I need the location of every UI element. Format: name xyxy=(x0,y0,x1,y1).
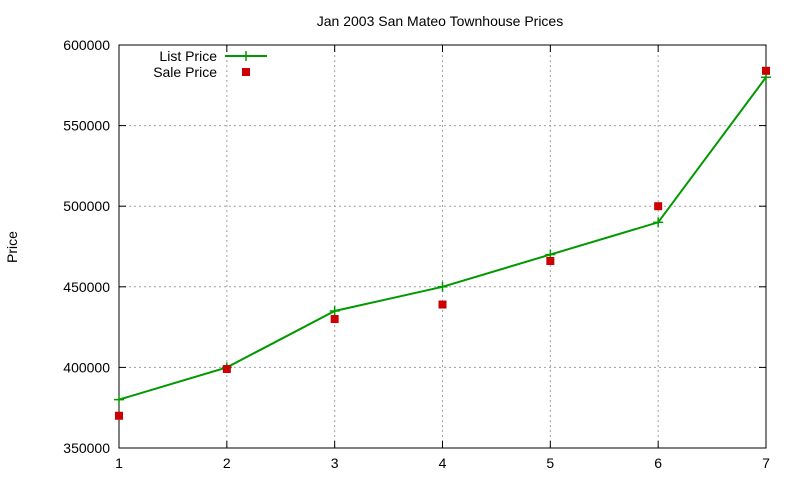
y-tick-label: 350000 xyxy=(63,440,110,456)
data-point xyxy=(330,315,339,324)
legend-label: List Price xyxy=(159,48,217,64)
data-point xyxy=(437,281,448,292)
x-tick-label: 2 xyxy=(223,455,231,471)
y-tick-label: 400000 xyxy=(63,359,110,375)
series-0 xyxy=(114,72,771,405)
x-tick-label: 7 xyxy=(762,455,770,471)
x-tick-label: 6 xyxy=(654,455,662,471)
data-point xyxy=(654,202,663,211)
y-tick-label: 600000 xyxy=(63,37,110,53)
x-tick-label: 4 xyxy=(439,455,447,471)
data-point xyxy=(546,257,555,266)
data-point xyxy=(114,394,124,405)
y-axis-label: Price xyxy=(4,231,20,263)
data-point xyxy=(762,66,770,75)
grid-lines xyxy=(119,45,766,448)
x-tick-label: 3 xyxy=(331,455,339,471)
series-layer xyxy=(114,66,771,420)
data-point xyxy=(222,365,231,374)
chart-title: Jan 2003 San Mateo Townhouse Prices xyxy=(317,13,563,29)
axis-ticks: 350000 400000 450000 500000 550000 600000 1 2 3 4… xyxy=(63,37,770,471)
legend-label: Sale Price xyxy=(153,64,217,80)
data-point xyxy=(438,300,447,309)
y-tick-label: 450000 xyxy=(63,279,110,295)
legend-marker xyxy=(242,68,250,76)
y-tick-label: 500000 xyxy=(63,198,110,214)
series-1 xyxy=(115,66,770,420)
data-point xyxy=(653,217,664,228)
y-tick-label: 550000 xyxy=(63,118,110,134)
x-tick-label: 5 xyxy=(546,455,554,471)
data-point xyxy=(115,411,123,420)
x-tick-label: 1 xyxy=(115,455,123,471)
legend-marker xyxy=(241,51,251,61)
data-point xyxy=(329,305,340,316)
